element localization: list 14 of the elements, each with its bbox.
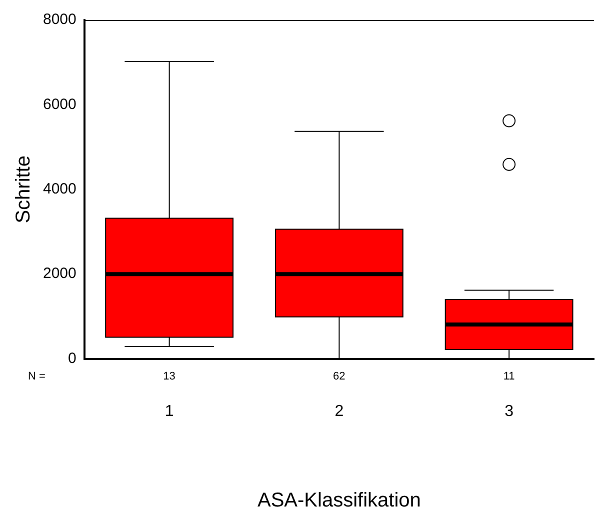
y-tick-label: 0 (68, 350, 76, 367)
y-tick-label: 6000 (42, 96, 76, 113)
text: 13 (163, 370, 176, 382)
text: 62 (333, 370, 346, 382)
x-tick-label: 2 (334, 402, 344, 420)
x-axis-title: ASA-Klassifikation (257, 490, 421, 512)
y-tick-label: 8000 (42, 11, 76, 28)
text: 11 (503, 370, 515, 382)
y-axis-title: Schritte (12, 155, 35, 224)
text: N = (28, 370, 46, 382)
x-tick-label: 1 (164, 402, 174, 420)
x-tick-label: 3 (504, 402, 514, 420)
y-tick-label: 4000 (42, 180, 76, 198)
y-tick-label: 2000 (42, 265, 76, 282)
